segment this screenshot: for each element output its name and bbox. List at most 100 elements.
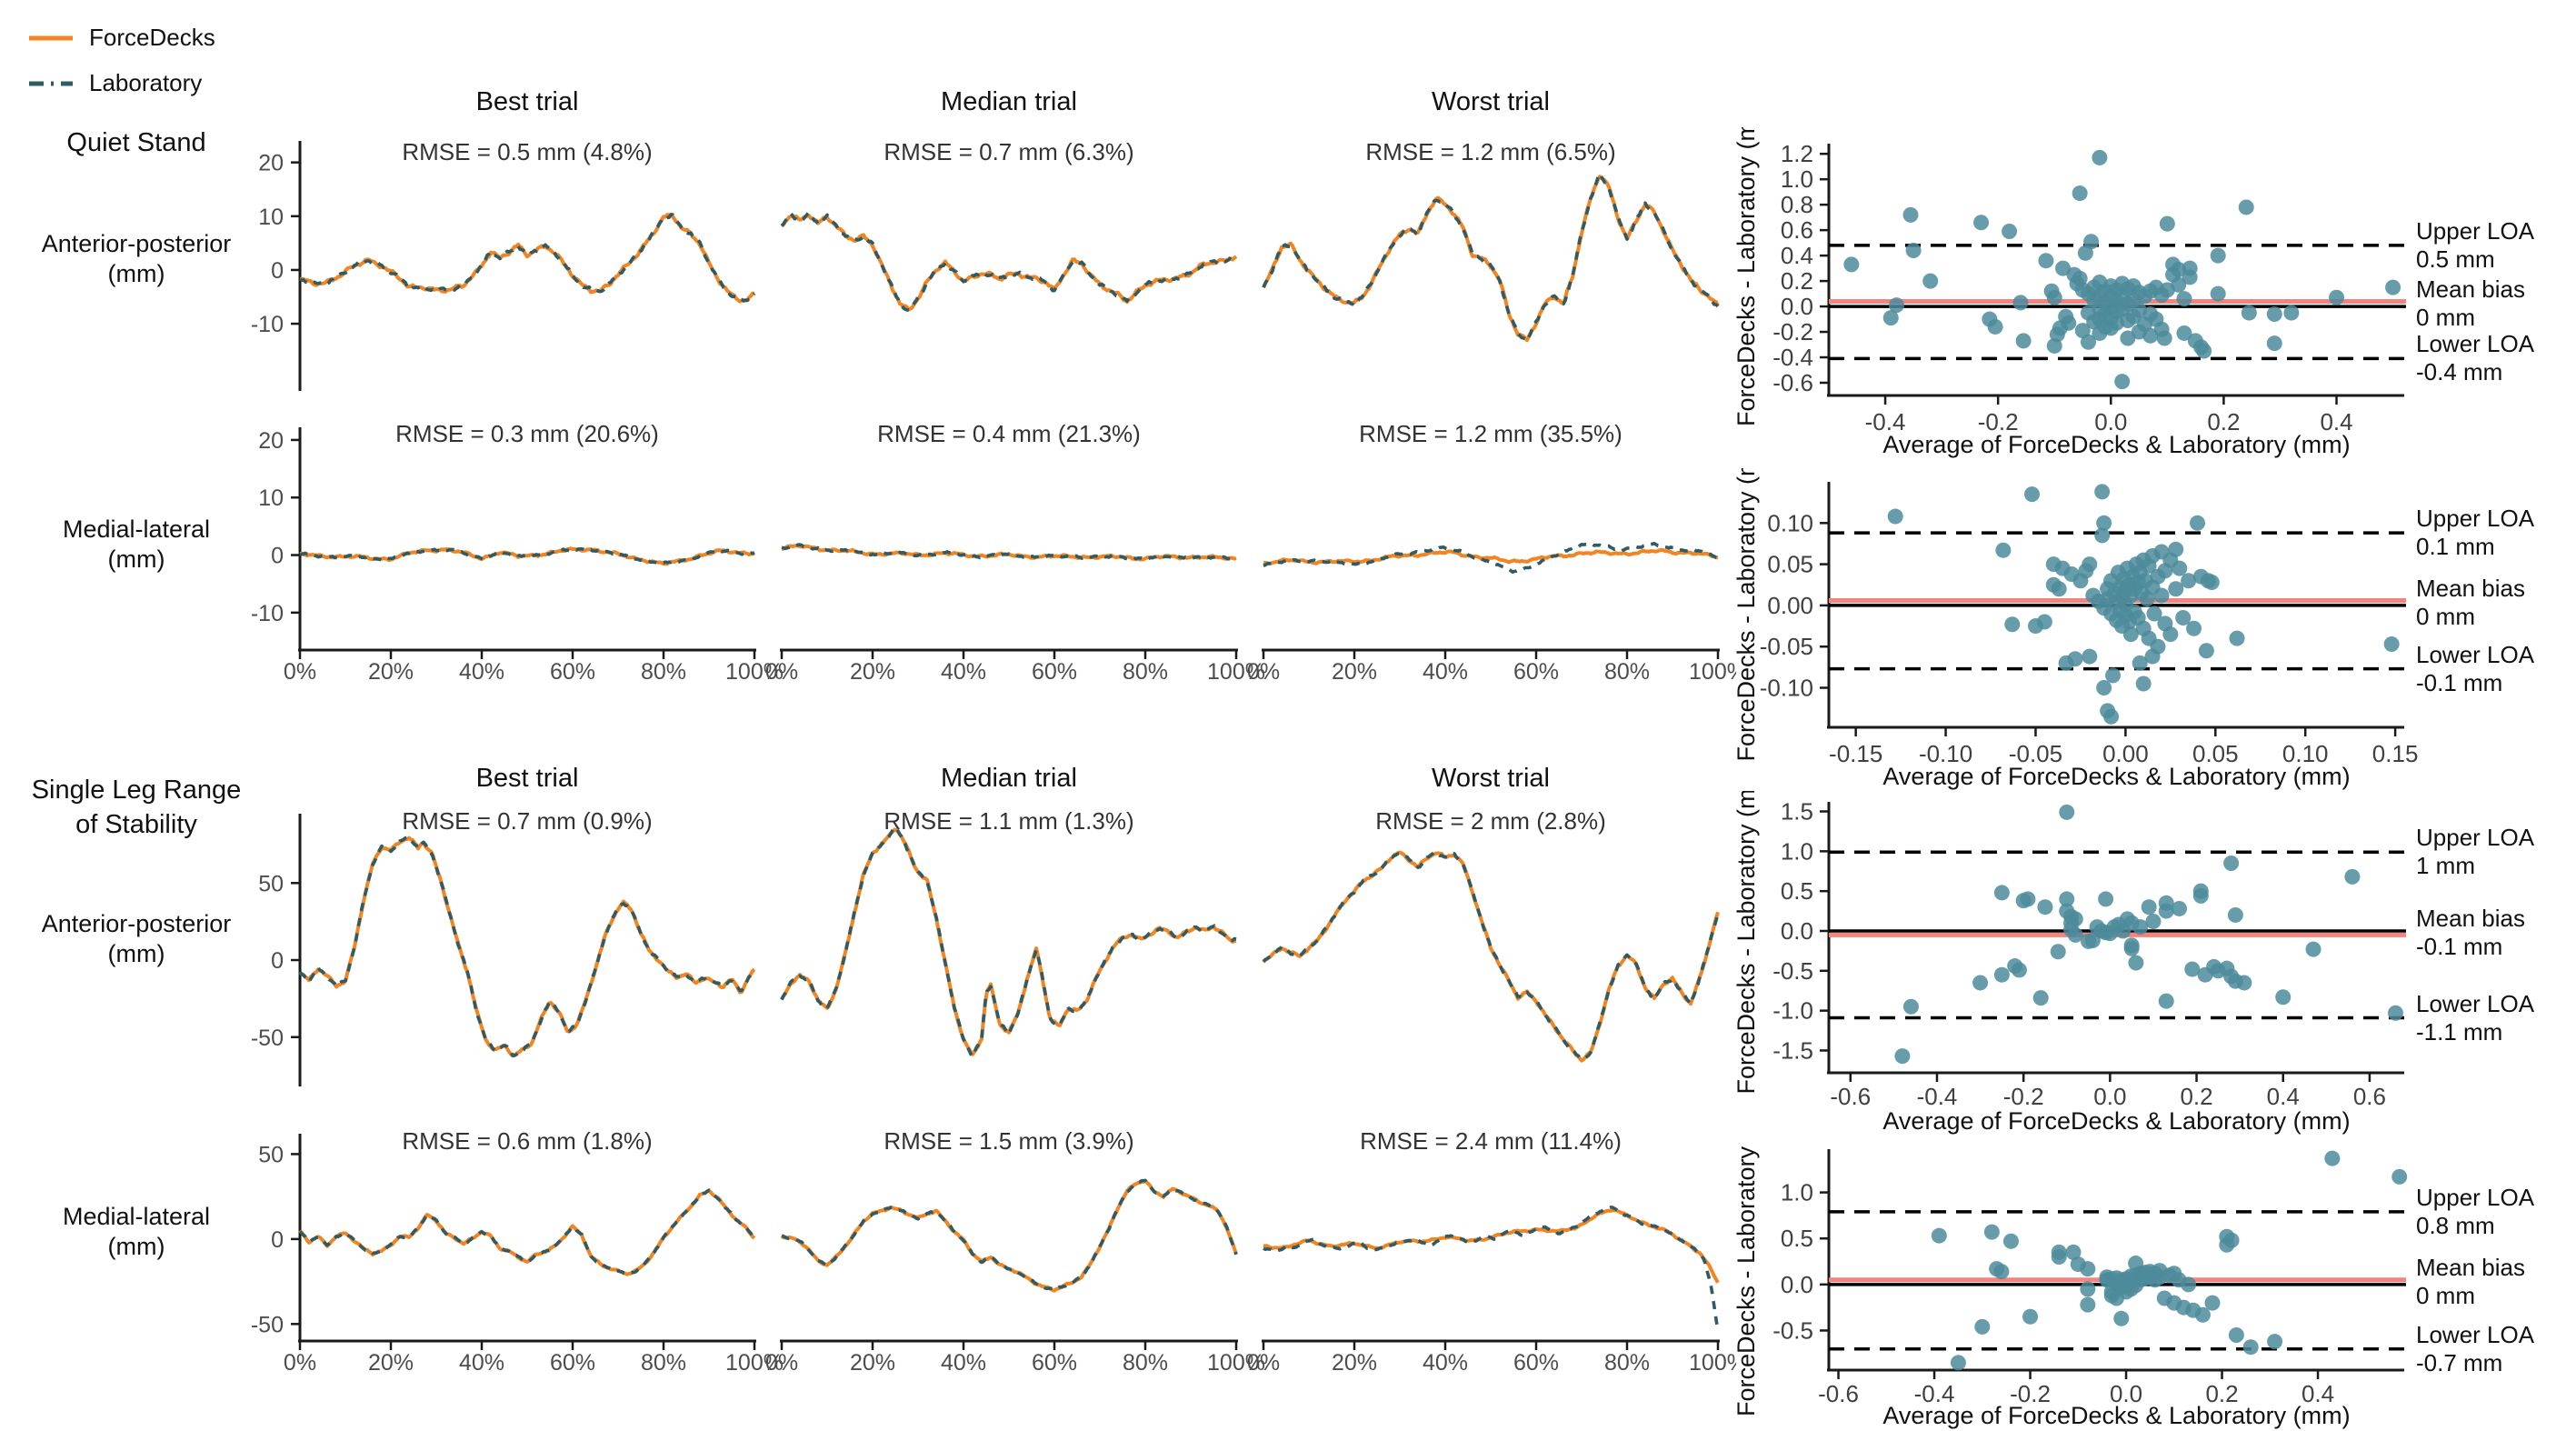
scatter-point	[2078, 563, 2094, 579]
scatter-point	[2159, 215, 2175, 232]
x-tick-label: -0.6	[1818, 1380, 1859, 1407]
scatter-point	[1922, 273, 1939, 289]
laboratory-line	[298, 1188, 756, 1276]
x-tick-label: 0.0	[2093, 1083, 2126, 1110]
scatter-point	[2080, 1296, 2096, 1313]
y-tick-label: 0	[271, 948, 284, 974]
scatter-point	[2144, 648, 2161, 665]
y-tick-label: -0.6	[1772, 369, 1813, 396]
x-tick-label: 80%	[1604, 659, 1650, 685]
laboratory-line-swatch-icon	[29, 81, 73, 85]
forcedecks-line	[1262, 850, 1720, 1063]
y-tick-label: -1.0	[1772, 997, 1813, 1025]
scatter-point	[2105, 667, 2122, 684]
y-tick-label: 0.0	[1781, 917, 1813, 945]
scatter-point	[2227, 906, 2243, 923]
x-tick-label: -0.6	[1830, 1083, 1871, 1110]
scatter-point	[1993, 885, 2010, 901]
x-tick-label: 80%	[641, 659, 686, 685]
x-tick-label: -0.4	[1865, 408, 1906, 435]
y-tick-label: 0.00	[1767, 592, 1813, 619]
forcedecks-line	[780, 827, 1237, 1056]
scatter-point	[2135, 675, 2152, 692]
x-tick-label: 0%	[284, 1350, 316, 1376]
y-axis-label: ForceDecks - Laboratory (m)	[1732, 1138, 1760, 1416]
y-tick-label: 0	[271, 544, 284, 569]
laboratory-line	[781, 1178, 1238, 1292]
scatter-point	[1905, 243, 1922, 259]
laboratory-line	[298, 836, 756, 1057]
x-tick-label: 0%	[1247, 1350, 1280, 1376]
y-tick-label: -0.2	[1772, 318, 1813, 345]
scatter-point	[1974, 1318, 1991, 1335]
mean-bias-annotation: Mean bias 0 mm	[2416, 275, 2525, 332]
y-tick-label: 50	[258, 871, 284, 896]
x-tick-label: 0.4	[2301, 1380, 2334, 1407]
loa-annotation-lower: Lower LOA -1.1 mm	[2416, 989, 2535, 1046]
y-tick-label: -1.5	[1772, 1036, 1813, 1064]
x-axis: 0% 20% 40% 60% 80% 100%	[284, 648, 784, 685]
scatter-point	[2190, 515, 2206, 531]
y-axis-label: ForceDecks - Laboratory (m)	[1732, 468, 1760, 762]
scatter-point	[2387, 1005, 2403, 1021]
rmse-label: RMSE = 1.2 mm (6.5%)	[1365, 138, 1616, 165]
scatter-point	[2074, 323, 2091, 339]
scatter-point	[2198, 643, 2214, 659]
y-tick-label: 1.5	[1781, 798, 1813, 826]
scatter-point	[2050, 944, 2066, 960]
scatter-point	[2344, 868, 2361, 885]
scatter-point	[2059, 891, 2075, 907]
x-tick-label: 100%	[725, 659, 784, 685]
forcedecks-line	[299, 212, 755, 304]
y-tick-label: 0.5	[1781, 1225, 1813, 1252]
y-tick-label: 1.2	[1781, 140, 1813, 167]
x-tick-label: 60%	[1513, 1350, 1559, 1376]
scatter-point	[2128, 955, 2144, 971]
scatter-point	[2204, 1295, 2221, 1311]
forcedecks-line	[298, 1188, 756, 1276]
scatter-point	[2171, 276, 2187, 293]
scatter-point	[2283, 305, 2300, 321]
scatter-point	[2175, 609, 2192, 625]
bland-altman-svg: 1.0 0.5 0.0 -0.5 -0.6 -0.4 -0.2 0.0 0.2 0.4 ForceD…	[1732, 1103, 2408, 1429]
loa-annotation-lower: Lower LOA -0.1 mm	[2416, 640, 2535, 696]
x-tick-label: 40%	[1423, 659, 1468, 685]
x-tick-label: 60%	[550, 1350, 595, 1376]
x-tick-label: 0.2	[2205, 1380, 2238, 1407]
bland-altman-svg: 1.5 1.0 0.5 0.0 -0.5 -1.0 -1.5 -0.6 -0.4 -0.2 0.0 0…	[1732, 780, 2406, 1135]
scatter-point	[2037, 899, 2053, 916]
scatter-point	[2077, 245, 2093, 261]
x-tick-label: 40%	[459, 1350, 504, 1376]
scatter-point	[2153, 587, 2170, 604]
y-tick-label: 10	[258, 485, 284, 511]
x-axis: 0% 20% 40% 60% 80% 100%	[765, 1339, 1265, 1376]
scatter-point	[2122, 626, 2139, 643]
column-header-best-2: Best trial	[475, 764, 579, 793]
scatter-point	[1894, 1048, 1911, 1065]
scatter-point	[2032, 990, 2049, 1006]
laboratory-line	[780, 826, 1237, 1058]
rmse-label: RMSE = 0.6 mm (1.8%)	[402, 1127, 653, 1155]
x-tick-label: -0.10	[1919, 740, 1972, 767]
scatter-point	[2002, 1233, 2019, 1249]
scatter-point	[2182, 269, 2198, 285]
rmse-label: RMSE = 1.2 mm (35.5%)	[1359, 420, 1622, 447]
scatter-point	[2194, 1306, 2211, 1323]
scatter-point	[2223, 1232, 2240, 1248]
scatter-point	[2172, 560, 2188, 576]
x-axis-label: Average of ForceDecks & Laboratory (mm)	[1882, 431, 2350, 458]
column-header-best-1: Best trial	[475, 87, 579, 116]
y-tick-label: 0.05	[1767, 551, 1813, 578]
rmse-label: RMSE = 2 mm (2.8%)	[1375, 807, 1606, 835]
x-tick-label: 20%	[368, 659, 414, 685]
laboratory-line	[780, 211, 1237, 312]
x-tick-label: 20%	[1332, 1350, 1377, 1376]
mean-bias-annotation: Mean bias -0.1 mm	[2416, 905, 2525, 961]
scatter-point	[2024, 486, 2041, 503]
scatter-point	[2275, 989, 2291, 1006]
y-tick-label: -0.4	[1772, 344, 1813, 371]
scatter-point	[2011, 962, 2027, 978]
row-label-qs-ml: Medial-lateral (mm)	[62, 515, 211, 573]
laboratory-line	[299, 546, 755, 565]
